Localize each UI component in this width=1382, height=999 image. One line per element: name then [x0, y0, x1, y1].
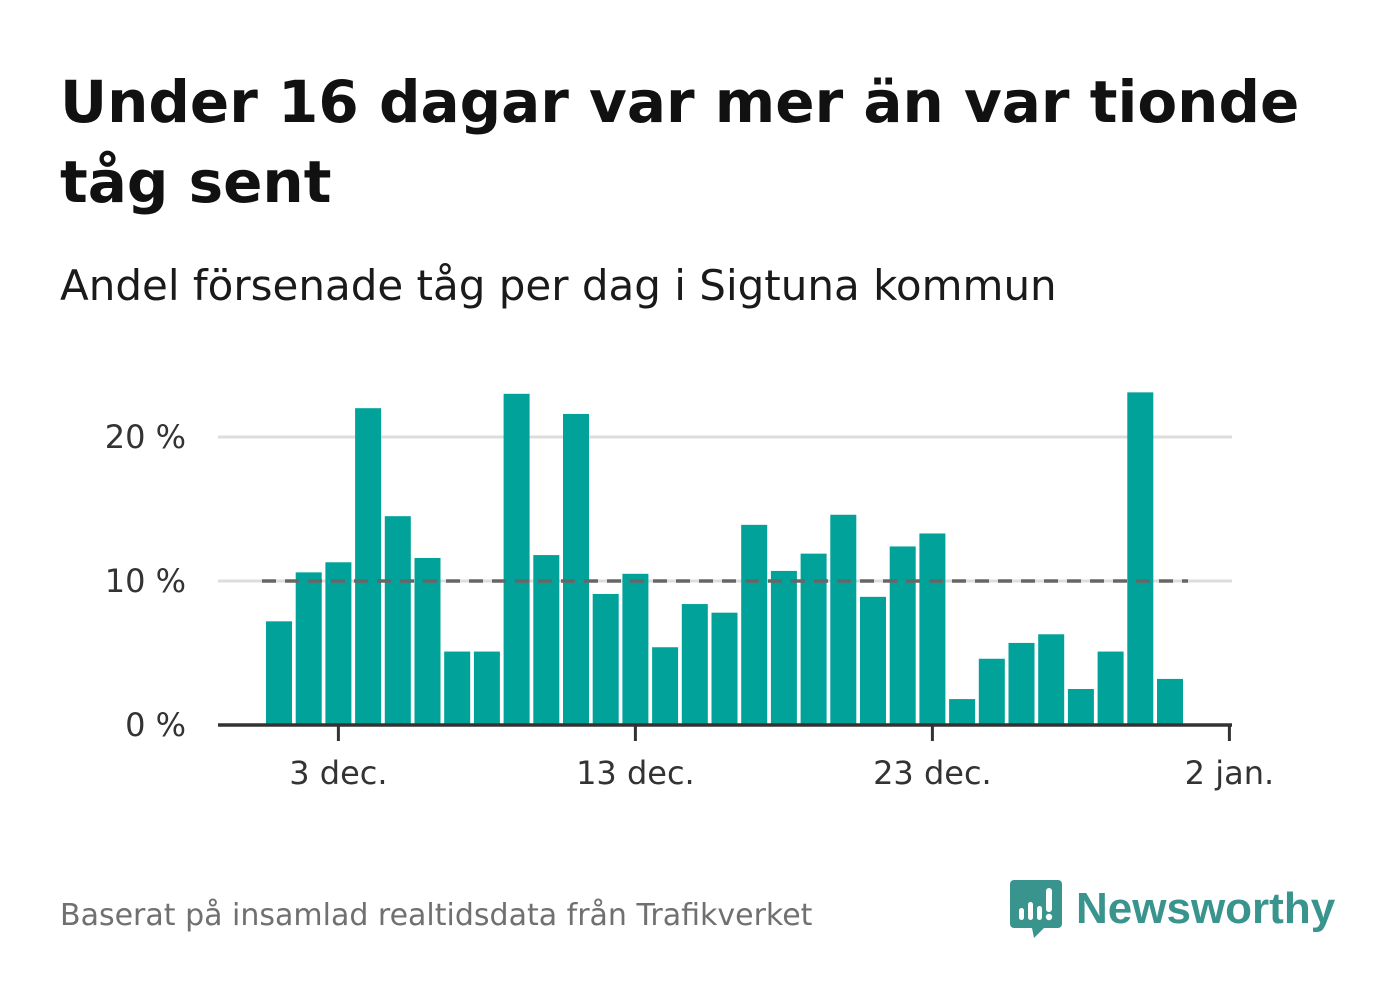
- bar: [414, 557, 441, 725]
- chart-subtitle: Andel försenade tåg per dag i Sigtuna ko…: [60, 261, 1057, 310]
- bar: [978, 658, 1005, 725]
- x-tick-label: 13 dec.: [576, 754, 695, 792]
- bar: [355, 408, 382, 725]
- bar: [860, 596, 886, 725]
- bar: [444, 651, 471, 725]
- source-note: Baserat på insamlad realtidsdata från Tr…: [60, 898, 813, 933]
- y-tick-label: 20 %: [105, 418, 186, 456]
- bar: [1097, 651, 1124, 725]
- bar: [741, 524, 768, 725]
- axes: 0 % 10 % 20 % 3 dec. 13 dec. 23 dec. 2 jan.: [105, 418, 1274, 792]
- bar: [830, 514, 857, 725]
- bars: [266, 392, 1183, 725]
- bar: [1067, 689, 1094, 725]
- bar: [622, 573, 649, 725]
- bar: [473, 651, 500, 725]
- bar: [503, 393, 530, 725]
- bar-chart: 0 % 10 % 20 % 3 dec. 13 dec. 23 dec. 2 jan.: [105, 392, 1274, 792]
- bar: [1157, 678, 1183, 725]
- x-tick-label: 23 dec.: [873, 754, 992, 792]
- brand-name: Newsworthy: [1076, 884, 1336, 933]
- bar: [919, 533, 946, 725]
- bar: [592, 593, 619, 725]
- bar: [652, 647, 679, 725]
- bar: [770, 570, 797, 725]
- bar: [266, 621, 292, 725]
- bar: [1127, 392, 1154, 725]
- bar: [325, 562, 352, 725]
- bar: [295, 572, 322, 725]
- bar: [949, 699, 976, 725]
- bar-chart-speech-bubble-icon: [1010, 880, 1062, 938]
- bar: [711, 612, 738, 725]
- bar: [1008, 642, 1035, 725]
- x-tick-label: 2 jan.: [1185, 754, 1274, 792]
- y-tick-label: 10 %: [105, 562, 186, 600]
- bar: [563, 413, 589, 725]
- newsworthy-logo: Newsworthy: [1010, 878, 1335, 940]
- bar: [681, 604, 708, 725]
- y-tick-label: 0 %: [125, 706, 186, 744]
- x-tick-label: 3 dec.: [289, 754, 387, 792]
- chart-title: Under 16 dagar var mer än var tionde tåg…: [60, 68, 1300, 216]
- bar: [889, 546, 916, 725]
- bar: [533, 555, 560, 725]
- bar: [384, 516, 411, 725]
- bar: [1038, 634, 1065, 725]
